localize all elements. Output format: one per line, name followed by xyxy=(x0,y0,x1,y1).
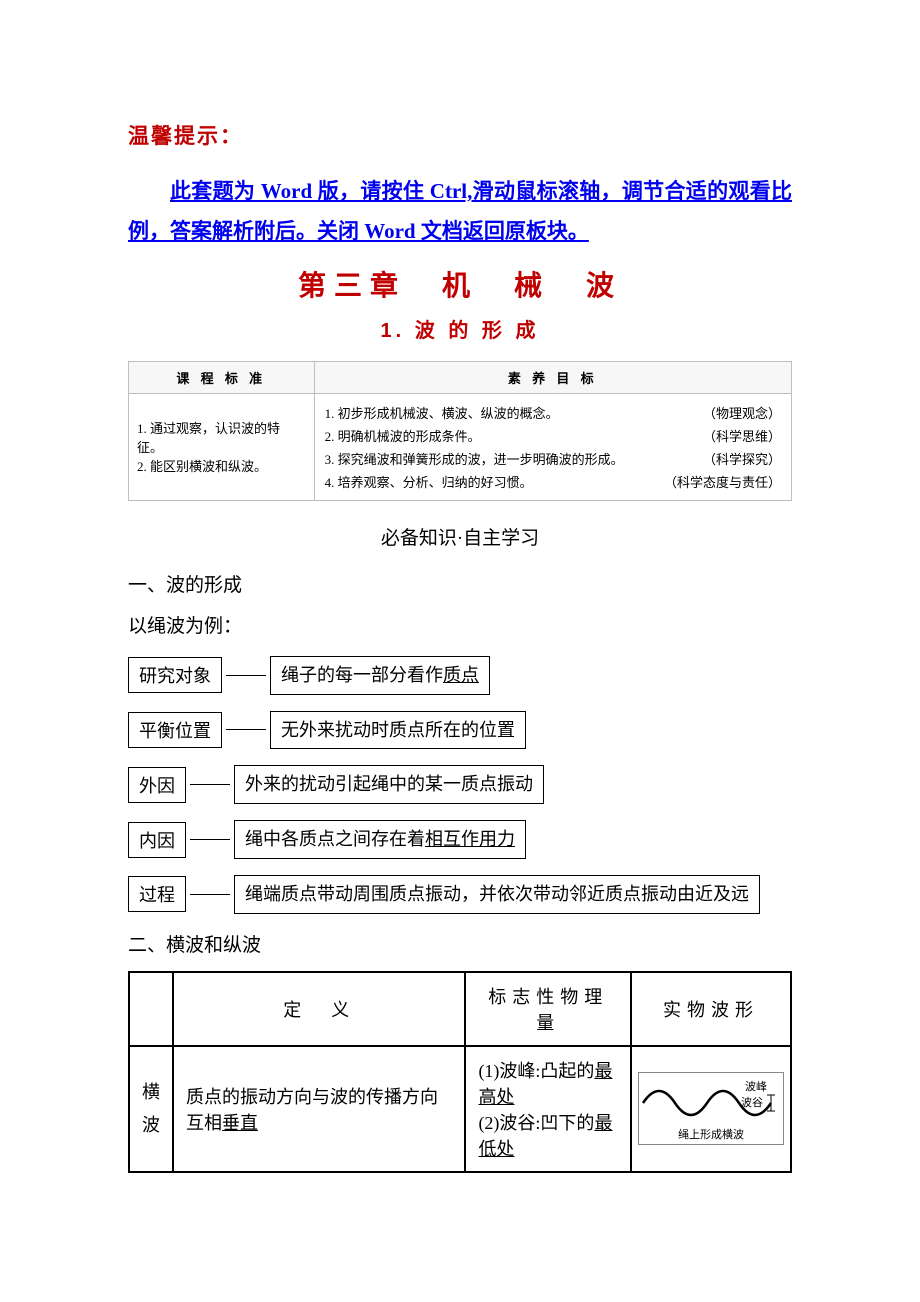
concept-body: 绳中各质点之间存在着相互作用力 xyxy=(234,820,526,859)
wave-figure-caption: 绳上形成横波 xyxy=(641,1126,781,1142)
standards-left-cell: 1. 通过观察，认识波的特征。 2. 能区别横波和纵波。 xyxy=(129,393,315,500)
wave-definition-cell: 质点的振动方向与波的传播方向互相垂直 xyxy=(173,1046,465,1172)
concept-connector-line xyxy=(226,675,266,676)
goal-text: 2. 明确机械波的形成条件。 xyxy=(325,425,645,446)
concept-text: 外来的扰动引起绳中的某一质点振动 xyxy=(245,774,533,794)
section-title: 1. 波 的 形 成 xyxy=(128,314,792,343)
concept-body: 外来的扰动引起绳中的某一质点振动 xyxy=(234,765,544,804)
heading-wave-formation: 一、波的形成 xyxy=(128,570,792,597)
standards-goals-cell: 1. 初步形成机械波、横波、纵波的概念。（物理观念） 2. 明确机械波的形成条件… xyxy=(314,393,791,500)
concept-text: 绳中各质点之间存在着 xyxy=(245,829,425,849)
concept-connector-line xyxy=(226,729,266,730)
phys-text: (2)波谷:凹下的 xyxy=(478,1113,594,1133)
concept-row: 过程 绳端质点带动周围质点振动，并依次带动邻近质点振动由近及远 xyxy=(128,875,792,914)
concept-label: 平衡位置 xyxy=(128,712,222,748)
definition-underline: 垂直 xyxy=(222,1113,258,1133)
concept-underline: 质点 xyxy=(443,665,479,685)
concept-row: 研究对象 绳子的每一部分看作质点 xyxy=(128,656,792,695)
standards-header-right: 素 养 目 标 xyxy=(314,361,791,393)
wave-col-blank xyxy=(129,972,173,1046)
concept-text: 绳子的每一部分看作 xyxy=(281,665,443,685)
concept-connector-line xyxy=(190,839,230,840)
instruction-tail: 关闭 Word 文档返回原板块。 xyxy=(317,219,589,243)
warm-tip-heading: 温馨提示： xyxy=(128,120,792,150)
concept-body: 绳子的每一部分看作质点 xyxy=(270,656,490,695)
concept-connector-line xyxy=(190,894,230,895)
concept-text: 绳端质点带动周围质点振动，并依次带动邻近质点振动由近及远 xyxy=(245,884,749,904)
wave-col-figure: 实物波形 xyxy=(631,972,791,1046)
concept-row: 内因 绳中各质点之间存在着相互作用力 xyxy=(128,820,792,859)
goal-tag: （科学态度与责任） xyxy=(647,471,781,492)
heading-transverse-longitudinal: 二、横波和纵波 xyxy=(128,930,792,957)
standards-table: 课 程 标 准 素 养 目 标 1. 通过观察，认识波的特征。 2. 能区别横波… xyxy=(128,361,792,501)
concept-connector-line xyxy=(190,784,230,785)
wave-crest-label: 波峰 xyxy=(745,1078,767,1094)
wave-figure-cell: 波峰 波谷 绳上形成横波 xyxy=(631,1046,791,1172)
instruction-banner: 此套题为 Word 版，请按住 Ctrl,滑动鼠标滚轴，调节合适的观看比例，答案… xyxy=(128,172,792,252)
standards-left-item: 1. 通过观察，认识波的特征。 xyxy=(137,418,306,456)
wave-phys-cell: (1)波峰:凸起的最高处 (2)波谷:凹下的最低处 xyxy=(465,1046,631,1172)
wave-trough-label: 波谷 xyxy=(741,1094,763,1110)
intro-text: 以绳波为例： xyxy=(128,611,792,638)
concept-body: 无外来扰动时质点所在的位置 xyxy=(270,711,526,750)
concept-text: 无外来扰动时质点所在的位置 xyxy=(281,720,515,740)
goal-tag: （科学思维） xyxy=(647,425,781,446)
goal-text: 3. 探究绳波和弹簧形成的波，进一步明确波的形成。 xyxy=(325,448,645,469)
standards-header-left: 课 程 标 准 xyxy=(129,361,315,393)
concept-label: 研究对象 xyxy=(128,657,222,693)
wave-table: 定 义 标志性物理量 实物波形 横波 质点的振动方向与波的传播方向互相垂直 (1… xyxy=(128,971,792,1173)
wave-col-definition: 定 义 xyxy=(173,972,465,1046)
concept-label: 外因 xyxy=(128,767,186,803)
chapter-title: 第三章 机 械 波 xyxy=(128,264,792,304)
goal-tag: （物理观念） xyxy=(647,402,781,423)
concept-label: 过程 xyxy=(128,876,186,912)
phys-text: (1)波峰:凸起的 xyxy=(478,1061,594,1081)
table-row: 课 程 标 准 素 养 目 标 xyxy=(129,361,792,393)
concept-underline: 相互作用力 xyxy=(425,829,515,849)
wave-col-physquantity: 标志性物理量 xyxy=(465,972,631,1046)
concepts-container: 研究对象 绳子的每一部分看作质点平衡位置 无外来扰动时质点所在的位置外因 外来的扰动引… xyxy=(128,656,792,914)
goal-text: 1. 初步形成机械波、横波、纵波的概念。 xyxy=(325,402,645,423)
goal-tag: （科学探究） xyxy=(647,448,781,469)
wave-row-label-transverse: 横波 xyxy=(129,1046,173,1172)
table-row: 1. 通过观察，认识波的特征。 2. 能区别横波和纵波。 1. 初步形成机械波、… xyxy=(129,393,792,500)
concept-body: 绳端质点带动周围质点振动，并依次带动邻近质点振动由近及远 xyxy=(234,875,760,914)
sub-heading: 必备知识·自主学习 xyxy=(128,523,792,550)
standards-goals-table: 1. 初步形成机械波、横波、纵波的概念。（物理观念） 2. 明确机械波的形成条件… xyxy=(323,400,783,494)
concept-label: 内因 xyxy=(128,822,186,858)
concept-row: 外因 外来的扰动引起绳中的某一质点振动 xyxy=(128,765,792,804)
concept-row: 平衡位置 无外来扰动时质点所在的位置 xyxy=(128,711,792,750)
table-row: 定 义 标志性物理量 实物波形 xyxy=(129,972,791,1046)
standards-left-item: 2. 能区别横波和纵波。 xyxy=(137,456,306,475)
table-row: 横波 质点的振动方向与波的传播方向互相垂直 (1)波峰:凸起的最高处 (2)波谷… xyxy=(129,1046,791,1172)
goal-text: 4. 培养观察、分析、归纳的好习惯。 xyxy=(325,471,645,492)
